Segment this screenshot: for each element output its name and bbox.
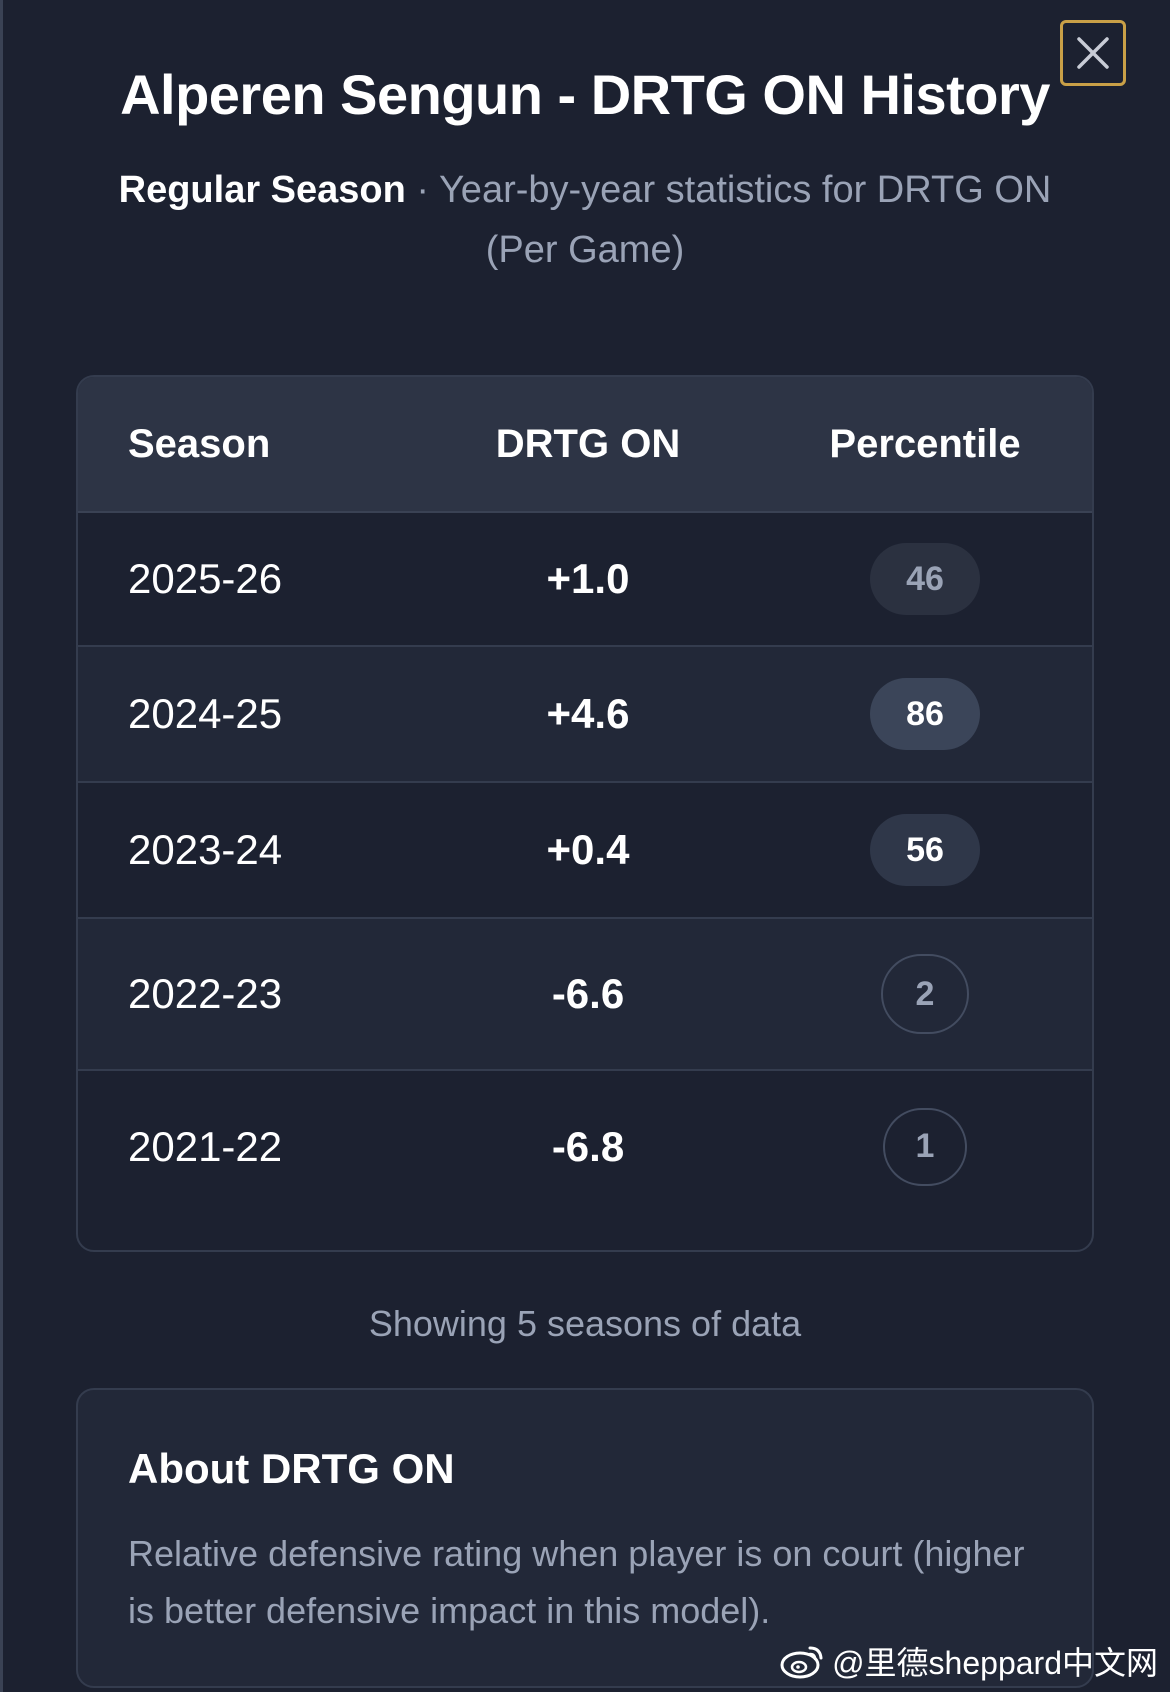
table-row: 2025-26 +1.0 46 <box>78 513 1092 647</box>
about-description: Relative defensive rating when player is… <box>128 1533 1025 1631</box>
column-header-percentile: Percentile <box>829 421 1021 466</box>
drtg-on-cell: +0.4 <box>546 826 630 873</box>
percentile-badge: 56 <box>870 814 980 886</box>
column-header-season: Season <box>128 421 271 466</box>
modal-left-edge <box>0 0 3 1692</box>
table-row: 2022-23 -6.6 2 <box>78 919 1092 1071</box>
season-cell: 2023-24 <box>128 826 283 873</box>
drtg-on-cell: -6.6 <box>551 970 625 1017</box>
subtitle-description: Year-by-year statistics for DRTG ON (Per… <box>438 169 1052 271</box>
season-cell: 2022-23 <box>128 970 283 1017</box>
watermark: @里德sheppard中文网 <box>780 1638 1158 1684</box>
modal-subtitle: Regular Season · Year-by-year statistics… <box>80 160 1090 280</box>
history-table: Season DRTG ON Percentile 2025-26 +1.0 4… <box>76 375 1094 1252</box>
percentile-badge: 1 <box>883 1107 967 1186</box>
seasons-count-note: Showing 5 seasons of data <box>368 1303 802 1344</box>
table-header-row: Season DRTG ON Percentile <box>78 377 1092 513</box>
modal-title: Alperen Sengun - DRTG ON History <box>120 63 1050 126</box>
weibo-icon <box>780 1646 823 1679</box>
season-cell: 2024-25 <box>128 690 283 737</box>
drtg-on-cell: +1.0 <box>546 555 630 602</box>
season-cell: 2025-26 <box>128 555 283 602</box>
percentile-badge: 46 <box>870 543 980 615</box>
season-cell: 2021-22 <box>128 1122 283 1170</box>
table-row: 2023-24 +0.4 56 <box>78 783 1092 919</box>
table-row: 2024-25 +4.6 86 <box>78 647 1092 783</box>
percentile-badge: 86 <box>870 678 980 750</box>
drtg-on-cell: +4.6 <box>546 690 630 737</box>
about-title: About DRTG ON <box>128 1445 455 1492</box>
subtitle-separator: · <box>405 169 439 211</box>
percentile-badge: 2 <box>881 954 969 1034</box>
season-type-label: Regular Season <box>118 169 406 211</box>
close-icon <box>1077 37 1109 69</box>
watermark-text: @里德sheppard中文网 <box>832 1645 1158 1681</box>
column-header-drtg-on: DRTG ON <box>495 421 681 466</box>
about-card: About DRTG ON Relative defensive rating … <box>76 1388 1094 1688</box>
close-button[interactable] <box>1060 20 1126 86</box>
drtg-on-cell: -6.8 <box>551 1122 625 1170</box>
table-row: 2021-22 -6.8 1 <box>78 1071 1092 1222</box>
